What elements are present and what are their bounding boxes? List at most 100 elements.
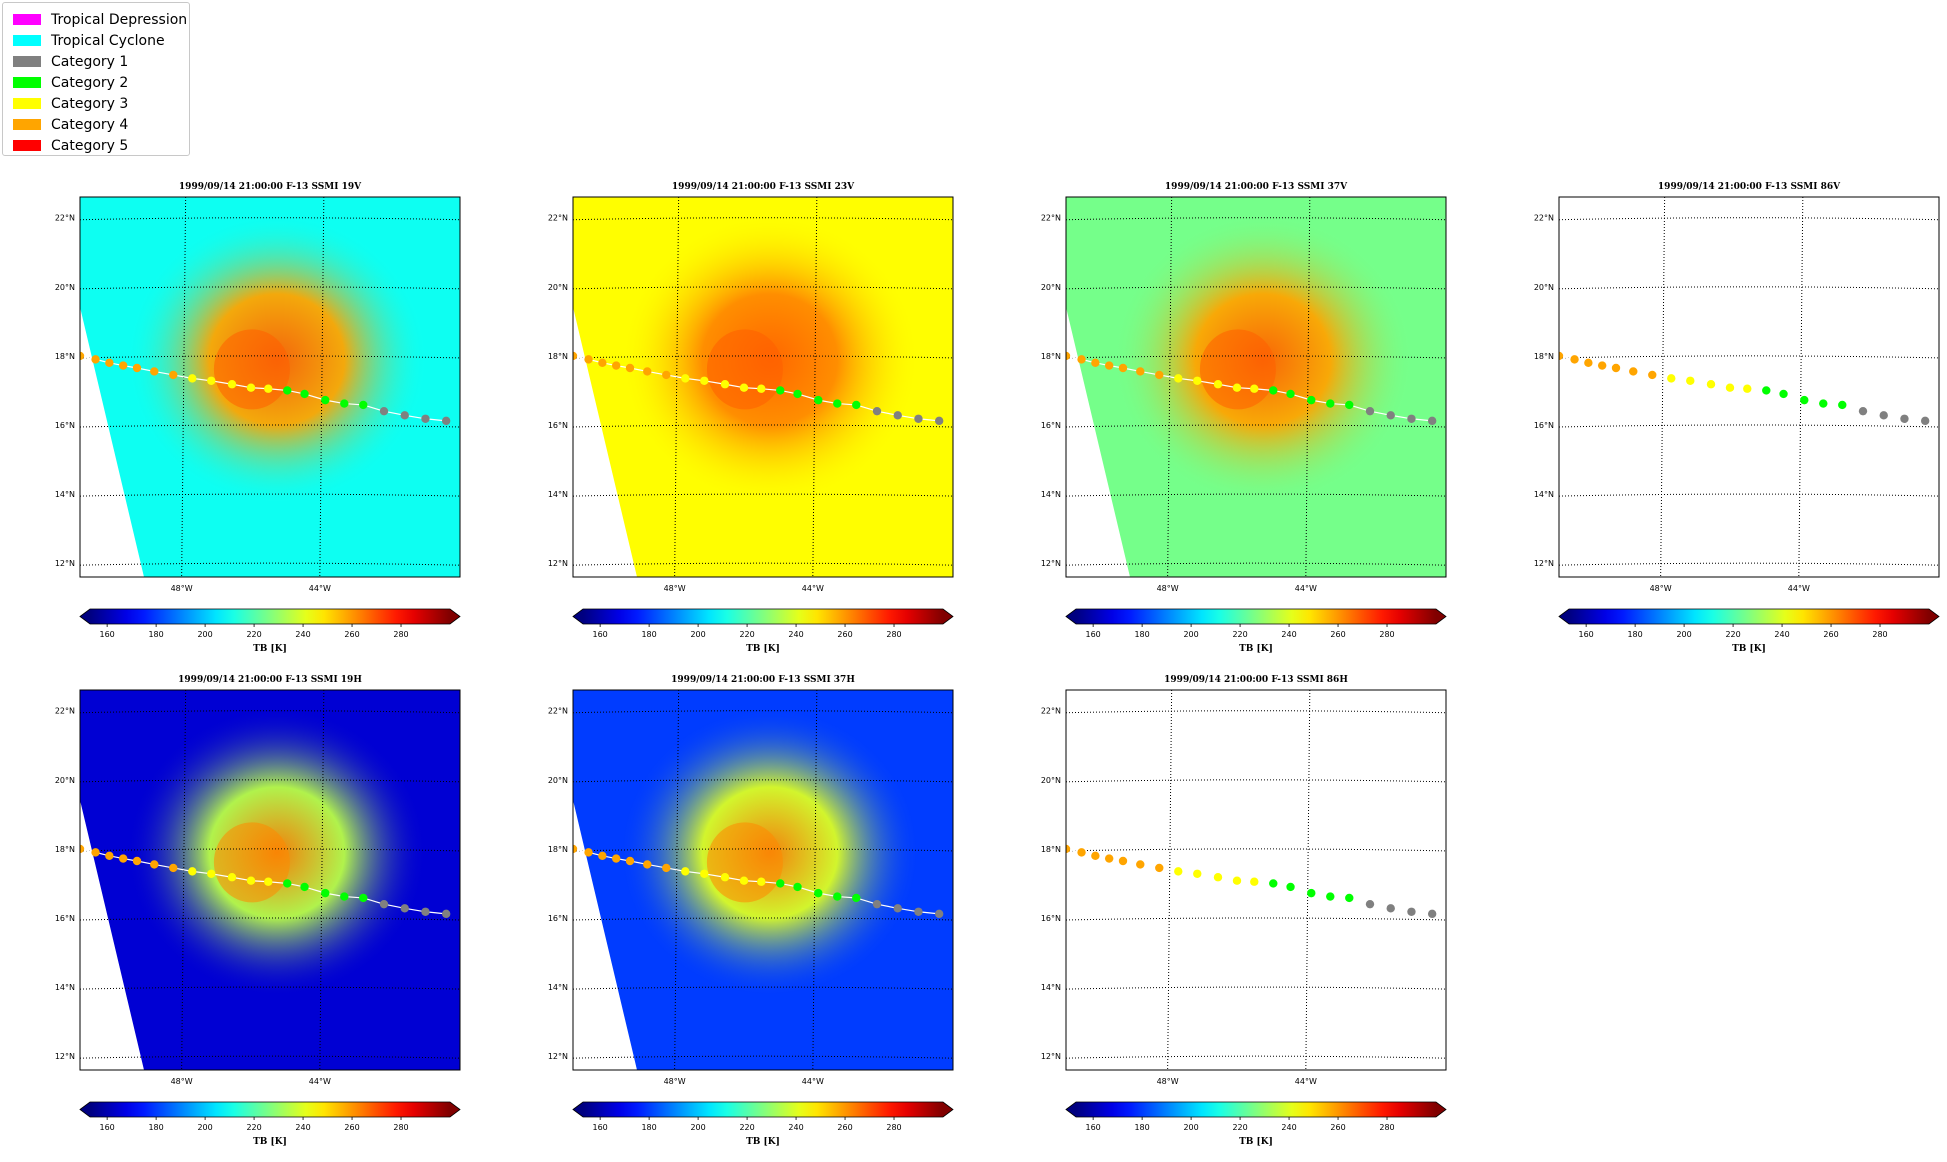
meridian-gridline xyxy=(181,197,187,577)
panel-title: 1999/09/14 21:00:00 F-13 SSMI 86H xyxy=(1164,675,1348,685)
colorbar-min-arrow xyxy=(80,1102,90,1117)
track-point xyxy=(1779,389,1788,399)
track-point xyxy=(1365,406,1375,416)
legend-swatch xyxy=(13,98,41,109)
colorbar-bar xyxy=(1569,609,1929,624)
track-point xyxy=(1629,367,1638,376)
lat-tick-label: 18°N xyxy=(1041,845,1061,854)
colorbar-max-arrow xyxy=(450,609,460,624)
colorbar-tick-label: 280 xyxy=(1872,630,1887,639)
meridian-gridline xyxy=(812,197,818,577)
colorbar-label: TB [K] xyxy=(746,644,780,654)
track-point xyxy=(118,361,128,370)
lon-tick-label: 44°W xyxy=(1295,1077,1317,1086)
panel-title: 1999/09/14 21:00:00 F-13 SSMI 37H xyxy=(671,675,855,685)
track-point xyxy=(872,406,882,416)
track-point xyxy=(1155,370,1164,380)
track-point xyxy=(132,363,142,373)
map-panel: 1999/09/14 21:00:00 F-13 SSMI 86V 22°N 20°… xyxy=(1534,182,1940,654)
track-point xyxy=(80,351,85,361)
track-point xyxy=(700,376,709,385)
track-point xyxy=(1104,854,1114,863)
track-point xyxy=(793,882,802,892)
track-point xyxy=(1427,416,1437,426)
track-point xyxy=(833,399,842,408)
colorbar: 160 180 200 220 240 260 280 TB [K] xyxy=(572,608,954,654)
map-frame xyxy=(79,196,461,578)
track-point xyxy=(1077,848,1086,857)
lat-tick-label: 20°N xyxy=(548,776,568,785)
track-point xyxy=(1286,882,1295,892)
colorbar-tick-label: 180 xyxy=(1134,1123,1149,1132)
colorbar-tick-label: 220 xyxy=(1232,1123,1247,1132)
track-point xyxy=(1174,867,1183,876)
legend-swatch xyxy=(13,77,41,88)
track-point xyxy=(757,384,766,393)
colorbar-min-arrow xyxy=(1066,1102,1076,1117)
colorbar-min-arrow xyxy=(1066,609,1076,624)
track-point xyxy=(833,892,842,901)
track-point xyxy=(1136,367,1145,376)
lat-tick-label: 20°N xyxy=(55,283,75,292)
meridian-gridline xyxy=(319,197,325,577)
colorbar-outline xyxy=(79,608,461,625)
track-point xyxy=(1250,384,1259,393)
colorbar-outline xyxy=(1065,1101,1447,1118)
legend-label: Category 3 xyxy=(51,95,129,112)
lat-tick-label: 14°N xyxy=(1534,490,1554,499)
track-point xyxy=(188,374,197,383)
colorbar-tick-label: 200 xyxy=(690,1123,705,1132)
track-point xyxy=(118,854,128,863)
track-point xyxy=(681,374,690,383)
track-point xyxy=(1819,399,1828,408)
track-point xyxy=(700,869,709,878)
colorbar-tick-label: 260 xyxy=(344,1123,359,1132)
lat-tick-label: 22°N xyxy=(548,707,568,716)
lat-tick-label: 18°N xyxy=(1041,352,1061,361)
colorbar-tick-label: 180 xyxy=(1134,630,1149,639)
colorbar-tick-label: 260 xyxy=(837,1123,852,1132)
colorbar-tick-label: 160 xyxy=(1579,630,1594,639)
colorbar-tick-label: 160 xyxy=(593,1123,608,1132)
lat-tick-label: 20°N xyxy=(1534,283,1554,292)
colorbar-tick-label: 160 xyxy=(1086,630,1101,639)
track-point xyxy=(1193,869,1202,878)
track-point xyxy=(283,879,292,888)
colorbar-tick-label: 180 xyxy=(641,630,656,639)
colorbar-tick-label: 260 xyxy=(837,630,852,639)
colorbar-bar xyxy=(90,609,450,624)
track-point xyxy=(400,411,409,420)
track-point xyxy=(264,877,273,886)
track-point xyxy=(227,873,237,882)
colorbar-max-arrow xyxy=(1929,609,1939,624)
track-point xyxy=(421,414,430,423)
parallel-gridline xyxy=(1559,562,1939,566)
track-point xyxy=(662,370,671,380)
track-point xyxy=(1667,374,1676,383)
parallel-gridline xyxy=(1066,779,1446,783)
track-point xyxy=(1570,355,1579,364)
colorbar-tick-label: 240 xyxy=(295,1123,310,1132)
colorbar-max-arrow xyxy=(943,1102,953,1117)
colorbar-tick-label: 180 xyxy=(641,1123,656,1132)
track-point xyxy=(584,355,593,364)
meridian-gridline xyxy=(674,197,680,577)
colorbar-label: TB [K] xyxy=(1732,644,1766,654)
lon-tick-label: 48°W xyxy=(664,584,686,593)
lat-tick-label: 18°N xyxy=(548,352,568,361)
colorbar-min-arrow xyxy=(1559,609,1569,624)
lon-tick-label: 44°W xyxy=(802,1077,824,1086)
track-point xyxy=(91,355,100,364)
track-point xyxy=(893,411,902,420)
track-point xyxy=(1365,899,1375,909)
lat-tick-label: 22°N xyxy=(548,214,568,223)
parallel-gridline xyxy=(1066,710,1446,714)
colorbar-bar xyxy=(1076,1102,1436,1117)
track-point xyxy=(421,907,430,916)
meridian-gridline xyxy=(319,690,325,1070)
track-point xyxy=(1155,863,1164,873)
lat-tick-label: 12°N xyxy=(1041,1052,1061,1061)
track-point xyxy=(1706,380,1716,389)
track-point xyxy=(1345,893,1354,903)
legend-item: Category 5 xyxy=(13,135,128,156)
